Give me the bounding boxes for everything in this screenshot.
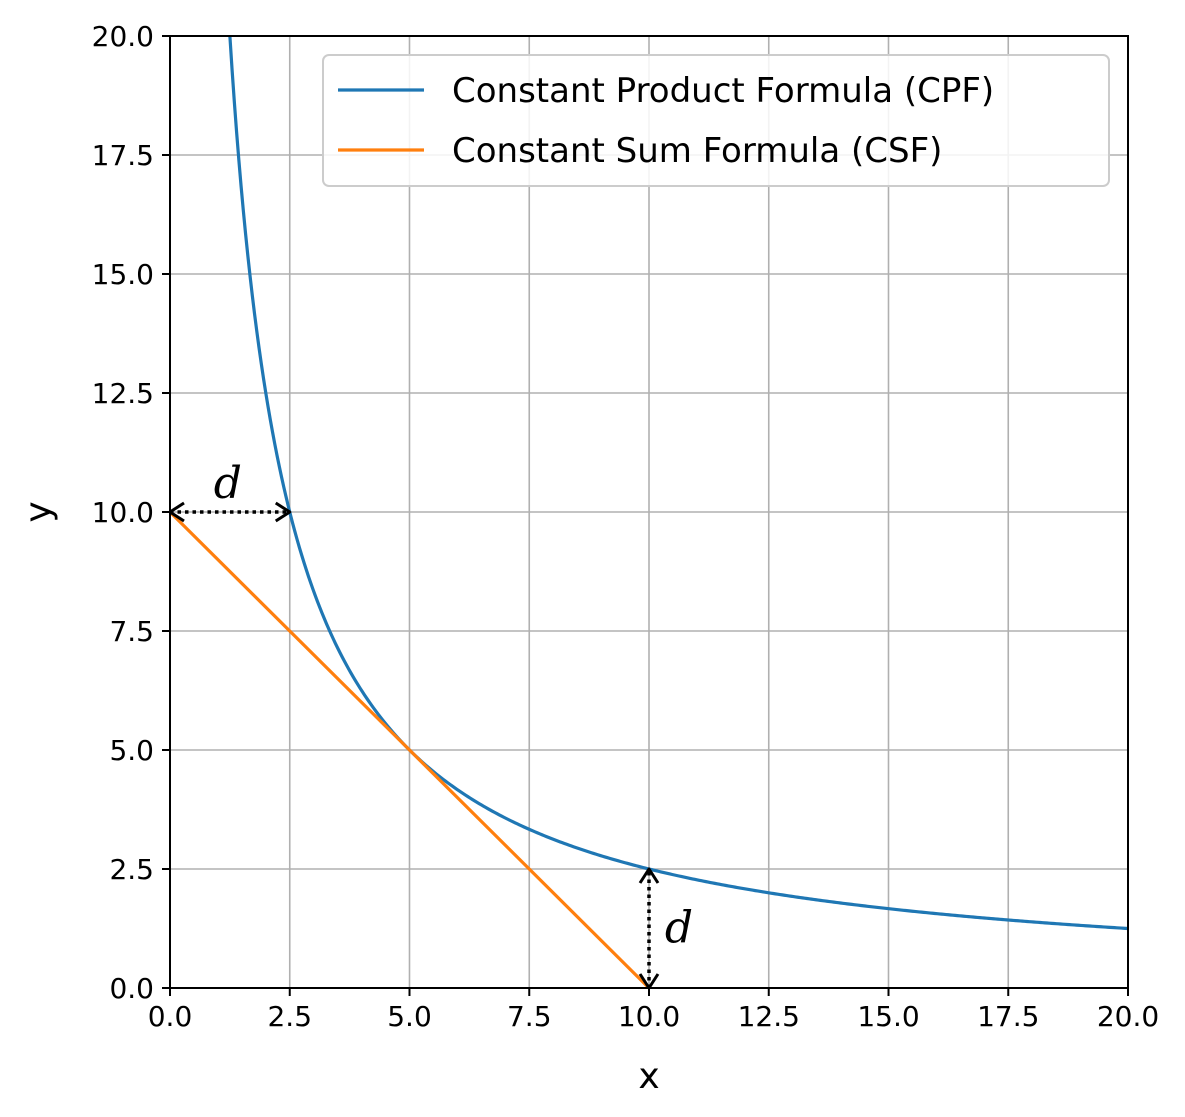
- series-line-0: [228, 36, 1128, 931]
- legend-label: Constant Sum Formula (CSF): [452, 131, 942, 171]
- x-tick-label: 17.5: [977, 1000, 1039, 1033]
- annotation-label-d: d: [214, 458, 242, 509]
- y-tick-label: 12.5: [92, 377, 154, 410]
- legend-box: [322, 54, 1110, 187]
- x-tick-label: 7.5: [507, 1000, 552, 1033]
- y-tick-label: 7.5: [109, 615, 154, 648]
- x-tick-label: 10.0: [618, 1000, 680, 1033]
- annotation-arrow-head: [638, 867, 660, 884]
- x-tick-label: 12.5: [738, 1000, 800, 1033]
- y-tick-label: 15.0: [92, 258, 154, 291]
- ticks: 0.0 2.5 5.0 7.5 10.0 12.5 15.0 17.5 20.0 0.0 2.5 5.…: [92, 20, 1160, 1033]
- y-axis-label: y: [18, 501, 59, 522]
- y-tick-label: 0.0: [109, 972, 154, 1005]
- series-line-1: [170, 510, 651, 988]
- x-tick-label: 0.0: [148, 1000, 193, 1033]
- x-tick-label: 15.0: [857, 1000, 919, 1033]
- x-tick-label: 2.5: [267, 1000, 312, 1033]
- annotation-arrow-head: [274, 501, 292, 523]
- annotation-label-d: d: [665, 903, 693, 954]
- y-tick-label: 20.0: [92, 20, 154, 53]
- legend: Constant Product Formula (CPF) Constant S…: [322, 54, 1110, 187]
- x-axis-label: x: [638, 1056, 659, 1097]
- x-tick-label: 20.0: [1097, 1000, 1159, 1033]
- x-tick-label: 5.0: [387, 1000, 432, 1033]
- annotation-layer: dd: [168, 458, 693, 990]
- y-tick-label: 10.0: [92, 496, 154, 529]
- legend-label: Constant Product Formula (CPF): [452, 71, 994, 111]
- y-tick-label: 17.5: [92, 139, 154, 172]
- y-tick-label: 5.0: [109, 734, 154, 767]
- y-tick-label: 2.5: [109, 853, 154, 886]
- series-layer: [170, 36, 1128, 988]
